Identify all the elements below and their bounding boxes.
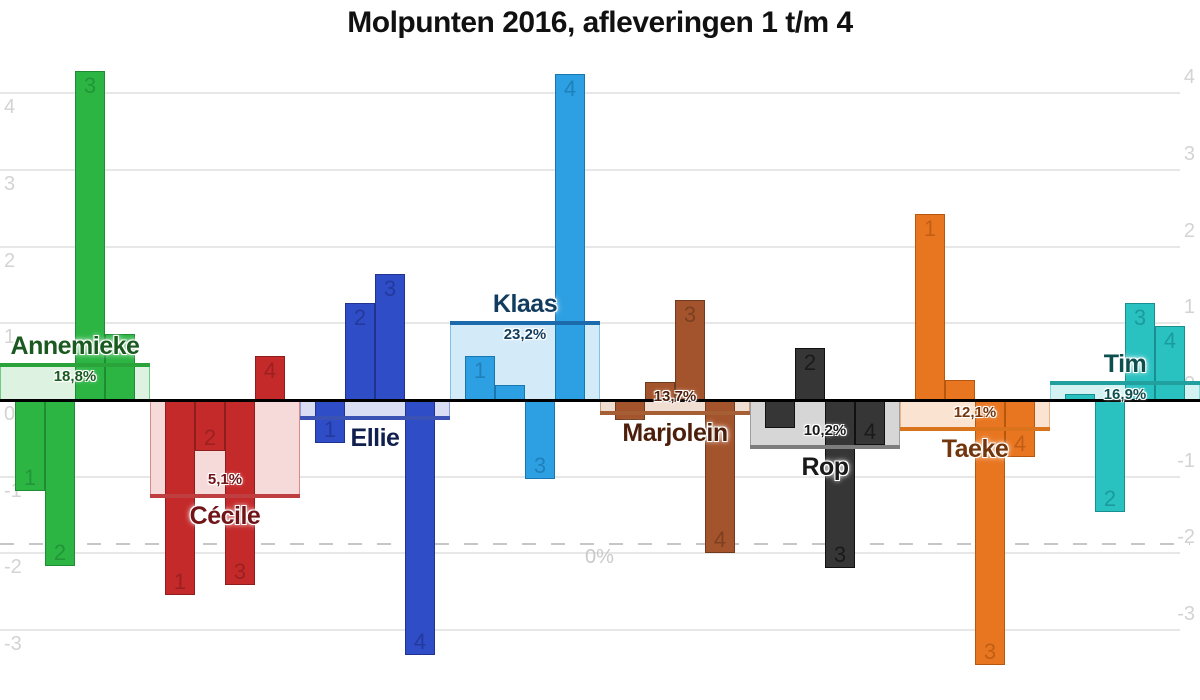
y-axis-tick-right: 2 — [1183, 219, 1195, 242]
bar-Marjolein-ep3 — [675, 300, 705, 400]
bar-label-Tim-ep2: 2 — [1103, 485, 1117, 511]
bar-label-Taeke-ep4: 4 — [1013, 430, 1027, 456]
bar-Ellie-ep3 — [375, 274, 405, 400]
series-name-Ellie: Ellie — [350, 424, 400, 453]
percent-label-Klaas: 23,2% — [503, 325, 547, 343]
bar-label-Klaas-ep4: 4 — [563, 76, 577, 102]
series-name-Taeke: Taeke — [941, 434, 1009, 463]
chart-title: Molpunten 2016, afleveringen 1 t/m 4 — [347, 6, 853, 39]
gridline — [0, 168, 1180, 171]
percent-label-Cécile: 5,1% — [207, 470, 243, 488]
bar-label-Rop-ep3: 3 — [833, 541, 847, 567]
percent-label-Annemieke: 18,8% — [53, 367, 97, 385]
bar-label-Marjolein-ep4: 4 — [713, 527, 727, 553]
bar-Ellie-ep4 — [405, 400, 435, 656]
series-name-Cécile: Cécile — [189, 501, 261, 530]
bar-Rop-ep3 — [825, 400, 855, 568]
series-name-Klaas: Klaas — [492, 289, 558, 318]
percent-label-Tim: 16,9% — [1103, 385, 1147, 403]
bar-label-Tim-ep4: 4 — [1163, 327, 1177, 353]
bar-label-Marjolein-ep3: 3 — [683, 302, 697, 328]
percent-line-Annemieke — [0, 362, 150, 367]
y-axis-tick-left: -2 — [4, 556, 22, 579]
percent-line-Tim — [1050, 380, 1200, 385]
bar-Tim-ep4 — [1155, 325, 1185, 400]
bar-label-Cécile-ep4: 4 — [263, 357, 277, 383]
y-axis-tick-left: 3 — [4, 172, 16, 195]
percent-line-Taeke — [900, 426, 1050, 431]
bar-label-Tim-ep3: 3 — [1133, 305, 1147, 331]
y-axis-tick-right: -1 — [1177, 449, 1195, 472]
bar-label-Ellie-ep3: 3 — [383, 276, 397, 302]
percent-label-Rop: 10,2% — [803, 421, 847, 439]
bar-label-Taeke-ep1: 1 — [923, 215, 937, 241]
y-axis-tick-right: 3 — [1183, 142, 1195, 165]
bar-label-Ellie-ep4: 4 — [413, 629, 427, 655]
percent-zero-label: 0% — [585, 546, 614, 568]
gridline — [0, 475, 1180, 478]
bar-label-Cécile-ep3: 3 — [233, 558, 247, 584]
bar-Taeke-ep3 — [975, 400, 1005, 666]
gridline — [0, 245, 1180, 248]
bar-Klaas-ep3 — [525, 400, 555, 479]
bar-Taeke-ep2 — [945, 380, 975, 400]
percent-label-Marjolein: 13,7% — [653, 388, 697, 406]
percent-zero-line — [0, 543, 1190, 545]
bar-Annemieke-ep2 — [45, 400, 75, 566]
percent-line-Cécile — [150, 493, 300, 498]
gridline — [0, 552, 1180, 555]
bar-label-Klaas-ep1: 1 — [473, 357, 487, 383]
bar-label-Klaas-ep3: 3 — [533, 453, 547, 478]
bar-label-Cécile-ep2: 2 — [203, 424, 217, 450]
bar-label-Annemieke-ep3: 3 — [83, 72, 97, 98]
bar-label-Rop-ep4: 4 — [863, 419, 877, 445]
bar-Rop-ep2 — [795, 347, 825, 400]
y-axis-tick-left: -3 — [4, 633, 22, 656]
series-name-Annemieke: Annemieke — [10, 331, 140, 360]
bar-label-Cécile-ep1: 1 — [173, 568, 187, 594]
y-axis-tick-left: 2 — [4, 249, 16, 272]
gridline — [0, 92, 1180, 95]
percent-label-Taeke: 12,1% — [953, 403, 997, 421]
bar-label-Ellie-ep1: 1 — [323, 416, 337, 442]
bar-Cécile-ep4 — [255, 355, 285, 400]
bar-label-Rop-ep2: 2 — [803, 349, 817, 375]
series-name-Rop: Rop — [801, 452, 849, 481]
bar-Klaas-ep2 — [495, 385, 525, 400]
bar-Rop-ep4 — [855, 400, 885, 446]
bar-label-Ellie-ep2: 2 — [353, 304, 367, 330]
y-axis-tick-right: -2 — [1177, 526, 1195, 549]
percent-line-Rop — [750, 444, 900, 449]
bar-label-Taeke-ep3: 3 — [983, 639, 997, 665]
y-axis-tick-right: 4 — [1183, 66, 1195, 89]
x-axis-line — [0, 399, 1200, 402]
percent-line-Ellie — [300, 416, 450, 421]
percent-line-Klaas — [450, 320, 600, 325]
bar-Tim-ep2 — [1095, 400, 1125, 512]
percent-line-Marjolein — [600, 411, 750, 416]
bar-Cécile-ep2 — [195, 400, 225, 451]
series-name-Marjolein: Marjolein — [622, 419, 728, 448]
bar-Taeke-ep1 — [915, 213, 945, 400]
gridline — [0, 629, 1180, 632]
bar-Annemieke-ep1 — [15, 400, 45, 492]
bar-Ellie-ep2 — [345, 302, 375, 400]
y-axis-tick-right: 1 — [1183, 296, 1195, 319]
bar-Annemieke-ep4 — [105, 334, 135, 400]
bar-label-Annemieke-ep2: 2 — [53, 539, 67, 565]
y-axis-tick-left: 4 — [4, 96, 16, 119]
y-axis-tick-left: 1 — [4, 326, 16, 349]
y-axis-tick-left: 0 — [4, 403, 16, 425]
bar-Rop-ep1 — [765, 400, 795, 429]
series-name-Tim: Tim — [1103, 349, 1147, 378]
bar-Cécile-ep3 — [225, 400, 255, 585]
bar-label-Annemieke-ep1: 1 — [23, 465, 37, 491]
y-axis-tick-right: -3 — [1177, 603, 1195, 626]
bar-Klaas-ep4 — [555, 74, 585, 400]
